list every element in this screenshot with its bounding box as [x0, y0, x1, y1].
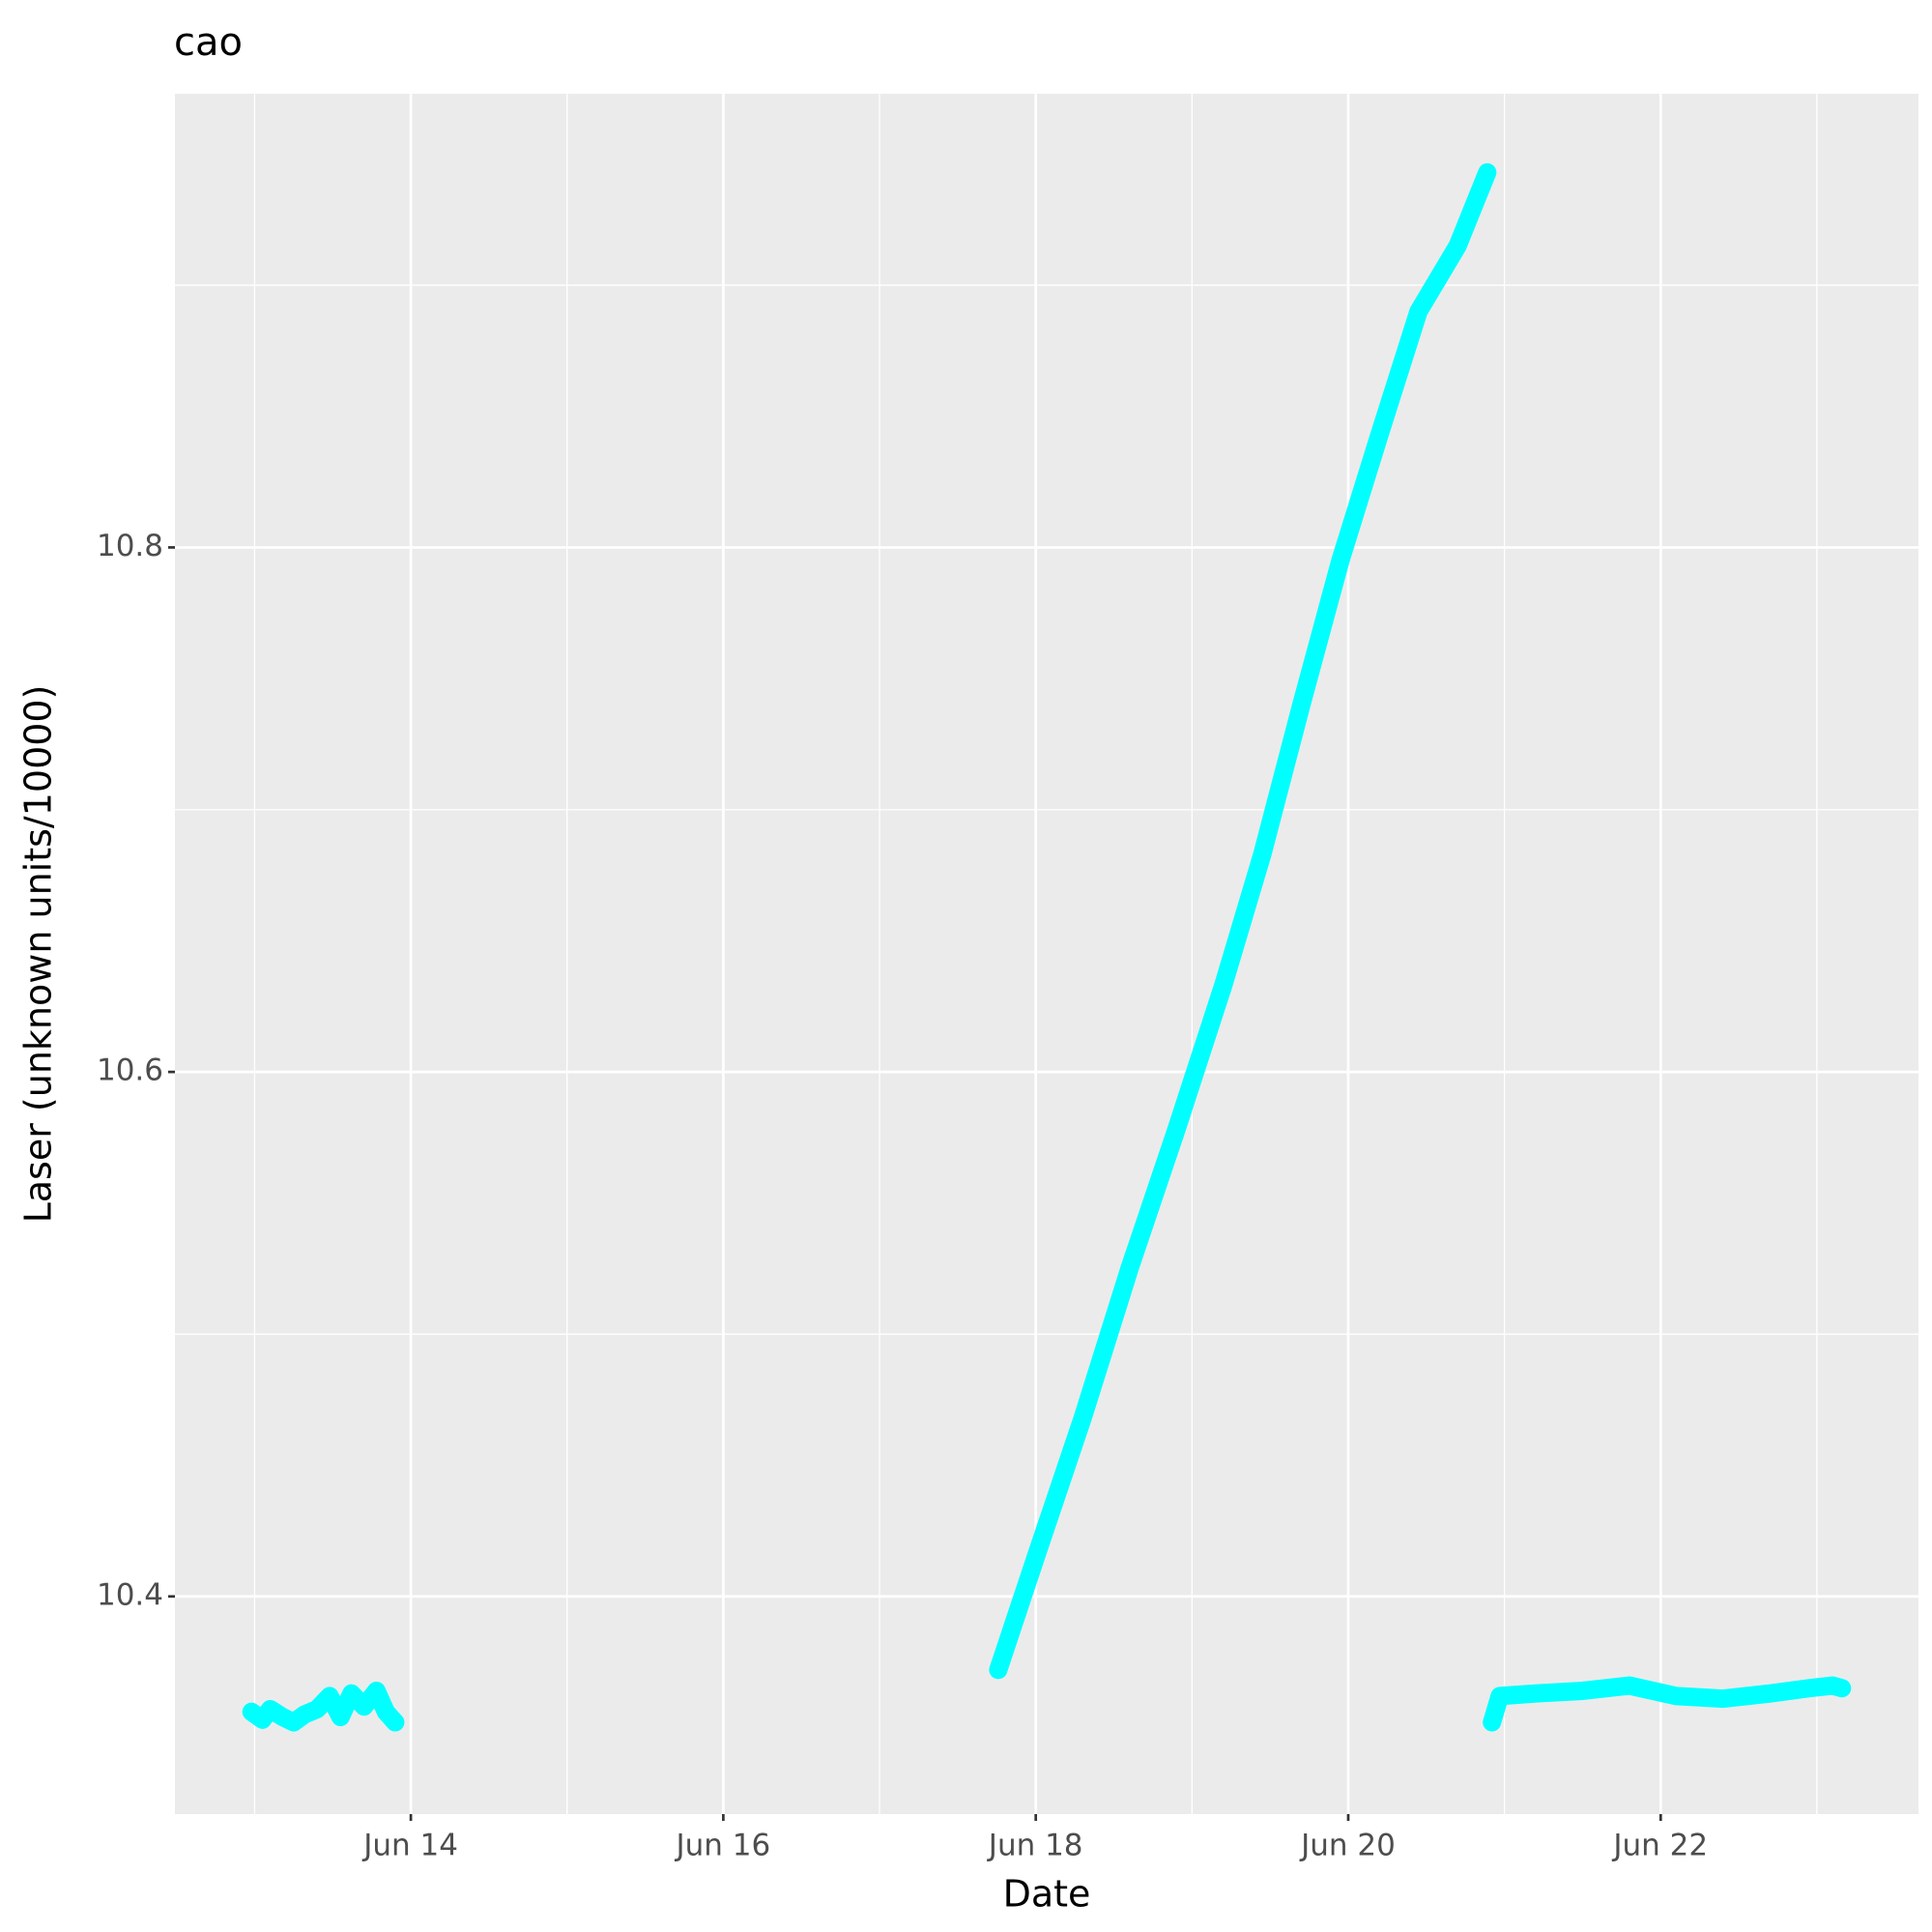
y-tick-label: 10.4 [97, 1577, 163, 1612]
x-tick-label: Jun 14 [361, 1829, 458, 1863]
x-tick-label: Jun 20 [1299, 1829, 1396, 1863]
x-tick-label: Jun 22 [1611, 1829, 1708, 1863]
x-axis-label: Date [1003, 1873, 1091, 1916]
series-line [242, 162, 1852, 1732]
x-tick-label: Jun 18 [987, 1829, 1083, 1863]
chart-title: cao [174, 20, 243, 65]
x-tick-label: Jun 16 [675, 1829, 771, 1863]
y-tick-label: 10.8 [97, 529, 163, 563]
y-axis-label: Laser (unknown units/10000) [17, 685, 60, 1224]
panel [175, 94, 1918, 1814]
y-tick-label: 10.6 [97, 1053, 163, 1088]
